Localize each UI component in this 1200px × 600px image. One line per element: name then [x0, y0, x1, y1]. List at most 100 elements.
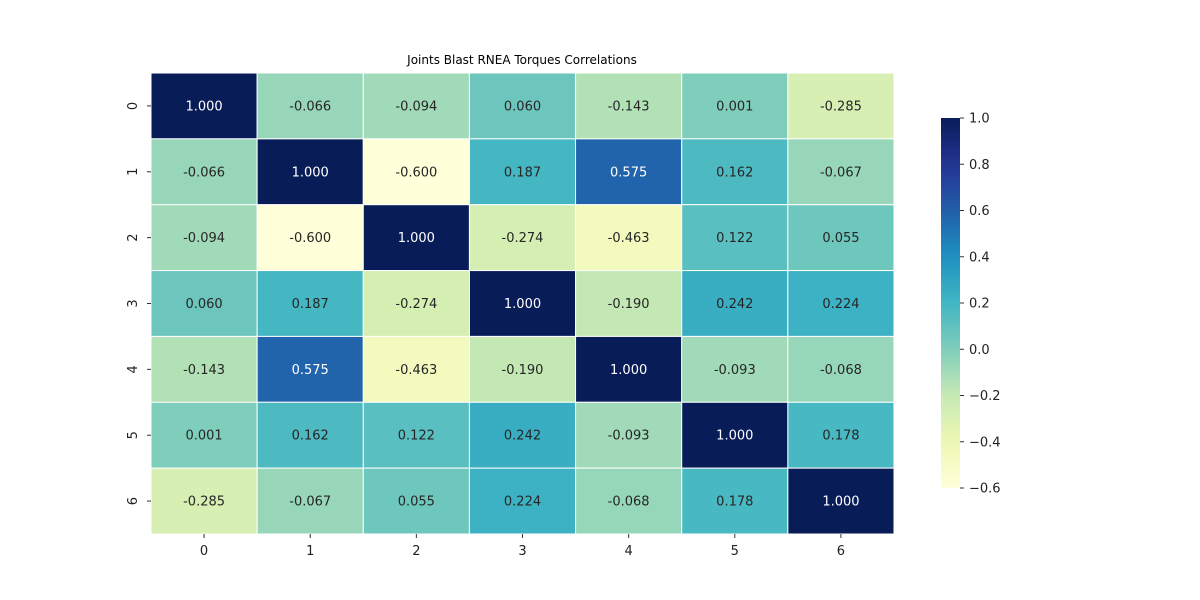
cell-value-label-0-4: -0.143: [608, 99, 650, 114]
heatmap-cell-5-1: [256, 401, 364, 469]
cell-value-label-2-2: 1.000: [398, 231, 435, 246]
x-tick-label-4: 4: [625, 544, 633, 559]
cell-value-label-3-0: 0.060: [185, 297, 222, 312]
y-tick-label-4: 4: [126, 365, 141, 373]
colorbar-tick-label-3: 0.0: [969, 343, 990, 358]
heatmap-cell-0-1: [256, 72, 364, 140]
cell-value-label-5-3: 0.242: [504, 429, 541, 444]
cell-value-label-5-6: 0.178: [822, 429, 859, 444]
cell-value-label-0-2: -0.094: [395, 99, 437, 114]
cell-value-label-2-5: 0.122: [716, 231, 753, 246]
cell-value-label-4-4: 1.000: [610, 363, 647, 378]
cell-value-label-4-5: -0.093: [714, 363, 756, 378]
cell-value-label-0-3: 0.060: [504, 99, 541, 114]
cell-value-label-4-1: 0.575: [292, 363, 329, 378]
heatmap-cell-2-2: [362, 204, 470, 272]
colorbar-tick-label-2: −0.2: [969, 389, 1001, 404]
heatmap-cell-1-5: [681, 138, 789, 206]
cell-value-label-3-5: 0.242: [716, 297, 753, 312]
x-tick-label-5: 5: [731, 544, 739, 559]
colorbar-tick-label-5: 0.4: [969, 250, 990, 265]
cell-value-label-2-3: -0.274: [502, 231, 544, 246]
colorbar-tick-label-6: 0.6: [969, 204, 990, 219]
cell-value-label-5-0: 0.001: [185, 429, 222, 444]
heatmap-cell-4-6: [787, 335, 895, 403]
cell-value-label-3-4: -0.190: [608, 297, 650, 312]
cell-value-label-4-0: -0.143: [183, 363, 225, 378]
cell-value-label-3-2: -0.274: [395, 297, 437, 312]
heatmap-cell-5-3: [468, 401, 577, 469]
x-tick-label-1: 1: [306, 544, 314, 559]
cell-value-label-1-1: 1.000: [292, 165, 329, 180]
cell-value-label-6-2: 0.055: [398, 495, 435, 510]
cell-value-label-6-0: -0.285: [183, 495, 225, 510]
heatmap-cell-2-1: [256, 204, 364, 272]
heatmap-cell-2-4: [575, 204, 683, 272]
heatmap-cell-6-3: [468, 467, 577, 535]
heatmap-cell-2-3: [468, 204, 577, 272]
heatmap-cell-3-6: [787, 270, 895, 337]
heatmap-cell-1-2: [362, 138, 470, 206]
heatmap-cell-4-2: [362, 335, 470, 403]
cell-value-label-1-0: -0.066: [183, 165, 225, 180]
cell-value-label-6-3: 0.224: [504, 495, 541, 510]
heatmap-cell-2-6: [787, 204, 895, 272]
cell-value-label-4-6: -0.068: [820, 363, 862, 378]
colorbar: −0.6 −0.4 −0.2 0.0 0.2 0.4 0.6 0.8 1.0: [941, 112, 1001, 497]
cell-value-label-0-6: -0.285: [820, 99, 862, 114]
heatmap-cell-6-4: [575, 467, 683, 535]
heatmap-cell-6-6: [787, 467, 895, 535]
y-axis: 0 1 2 3 4 5 6: [126, 102, 151, 505]
heatmap-cell-5-0: [150, 401, 258, 469]
cell-value-label-4-2: -0.463: [395, 363, 437, 378]
heatmap-grid: 1.000 -0.066 -0.094 0.060 -0.143 0.001 -0.285 -…: [150, 72, 895, 535]
y-tick-label-1: 1: [126, 168, 141, 176]
heatmap-cell-6-0: [150, 467, 258, 535]
heatmap-cell-0-0: [150, 72, 258, 140]
heatmap-cell-3-1: [256, 270, 364, 337]
heatmap-cell-2-5: [681, 204, 789, 272]
y-tick-label-6: 6: [126, 497, 141, 505]
colorbar-tick-label-4: 0.2: [969, 297, 990, 312]
heatmap-cell-3-0: [150, 270, 258, 337]
y-tick-label-0: 0: [126, 102, 141, 110]
heatmap-cell-6-5: [681, 467, 789, 535]
y-tick-label-2: 2: [126, 234, 141, 242]
heatmap-cell-0-4: [575, 72, 683, 140]
cell-value-label-2-1: -0.600: [289, 231, 331, 246]
cell-value-label-3-6: 0.224: [822, 297, 859, 312]
heatmap-cell-3-3: [468, 270, 577, 337]
colorbar-tick-label-8: 1.0: [969, 112, 990, 127]
heatmap-cell-1-6: [787, 138, 895, 206]
cell-value-label-1-4: 0.575: [610, 165, 647, 180]
heatmap-cell-4-0: [150, 335, 258, 403]
colorbar-tick-label-1: −0.4: [969, 435, 1001, 450]
x-tick-label-0: 0: [200, 544, 208, 559]
cell-value-label-6-5: 0.178: [716, 495, 753, 510]
heatmap-cell-1-4: [575, 138, 683, 206]
x-tick-label-3: 3: [518, 544, 526, 559]
colorbar-tick-label-0: −0.6: [969, 482, 1001, 497]
colorbar-gradient: [941, 118, 960, 488]
cell-value-label-0-5: 0.001: [716, 99, 753, 114]
x-axis: 0 1 2 3 4 5 6: [200, 534, 845, 559]
cell-value-label-0-0: 1.000: [185, 99, 222, 114]
heatmap-cell-0-5: [681, 72, 789, 140]
heatmap-cell-0-2: [362, 72, 470, 140]
y-tick-label-3: 3: [126, 299, 141, 307]
heatmap-cell-5-2: [362, 401, 470, 469]
y-tick-label-5: 5: [126, 431, 141, 439]
cell-value-label-2-6: 0.055: [822, 231, 859, 246]
heatmap-cell-6-2: [362, 467, 470, 535]
cell-value-label-6-6: 1.000: [822, 495, 859, 510]
cell-value-label-2-0: -0.094: [183, 231, 225, 246]
cell-value-label-1-5: 0.162: [716, 165, 753, 180]
colorbar-tick-label-7: 0.8: [969, 158, 990, 173]
cell-value-label-0-1: -0.066: [289, 99, 331, 114]
cell-value-label-4-3: -0.190: [502, 363, 544, 378]
cell-value-label-3-1: 0.187: [292, 297, 329, 312]
cell-value-label-1-3: 0.187: [504, 165, 541, 180]
cell-value-label-5-1: 0.162: [292, 429, 329, 444]
cell-value-label-6-1: -0.067: [289, 495, 331, 510]
